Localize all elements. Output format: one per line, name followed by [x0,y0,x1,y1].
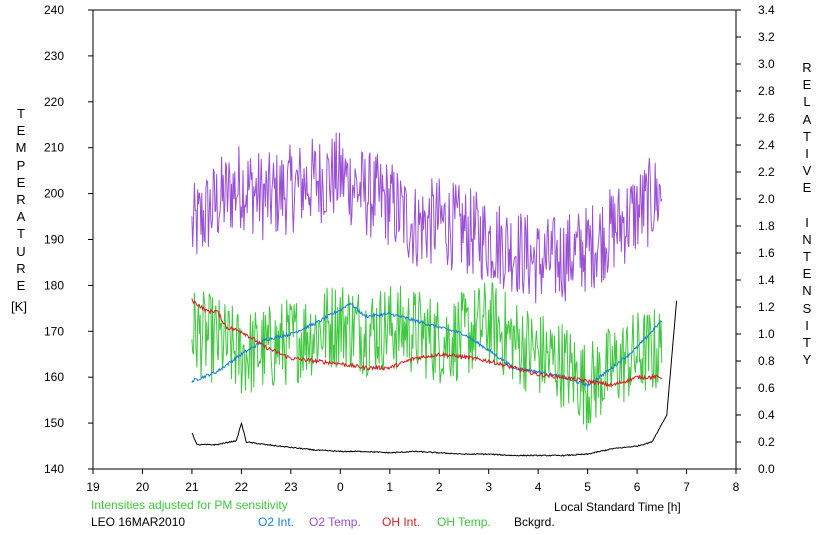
label-letter: N [802,231,812,247]
label-letter: T [17,226,25,242]
label-letter: P [16,157,26,173]
oh-int-series [191,298,663,388]
label-letter: N [802,283,812,299]
label-letter: I [805,146,809,162]
label-letter: R [802,60,812,75]
label-letter: E [802,77,812,93]
label-letter: A [802,111,812,127]
y-right-tick-label: 0.6 [758,381,775,395]
x-tick-label: 19 [86,480,100,494]
station-date: LEO 16MAR2010 [91,515,186,529]
y-right-tick-label: 2.2 [758,165,775,179]
y-right-tick-label: 3.2 [758,30,775,44]
legend-item: O2 Temp. [309,515,361,529]
x-tick-label: 5 [584,480,591,494]
x-tick-label: 6 [634,480,641,494]
x-tick-label: 7 [683,480,690,494]
label-letter: T [803,128,811,144]
y-left-tick-label: 150 [44,416,64,430]
y-left-tick-label: 220 [44,95,64,109]
label-letter: U [16,243,26,259]
x-tick-label: 8 [733,480,740,494]
y-right-tick-label: 2.0 [758,192,775,206]
label-letter: T [803,335,811,351]
y-right-tick-label: 1.0 [758,327,775,341]
x-tick-label: 20 [136,480,150,494]
x-tick-label: 0 [337,480,344,494]
axes: 1401501601701801902002102202302400.00.20… [44,3,775,494]
label-letter: S [802,300,812,316]
y-right-tick-label: 1.8 [758,219,775,233]
y-right-tick-label: 0.8 [758,354,775,368]
legend-item: OH Int. [382,515,421,529]
y-left-tick-label: 240 [44,3,64,17]
x-tick-label: 1 [386,480,393,494]
label-letter: A [16,209,26,225]
legend-item: O2 Int. [258,515,295,529]
label-letter: R [16,192,26,208]
x-tick-label: 22 [235,480,249,494]
label-letter: I [805,214,809,230]
y-right-tick-label: 3.0 [758,57,775,71]
label-letter: E [802,180,812,196]
legend-item: Bckgrd. [514,515,555,529]
label-letter: E [16,278,26,294]
label-letter: I [805,317,809,333]
x-tick-label: 2 [436,480,443,494]
x-axis-label: Local Standard Time [h] [554,500,681,514]
label-letter: T [803,249,811,265]
y-right-tick-label: 1.4 [758,273,775,287]
y-right-tick-label: 2.6 [758,111,775,125]
y-right-tick-label: 1.2 [758,300,775,314]
y-left-tick-label: 230 [44,49,64,63]
oh-temp-series [191,282,663,431]
y-left-tick-label: 200 [44,187,64,201]
y-right-tick-label: 0.2 [758,435,775,449]
y-right-tick-label: 0.4 [758,408,775,422]
plot-area [191,132,678,457]
label-letter: Y [802,352,812,368]
label-letter: L [803,94,811,110]
y-right-tick-label: 2.4 [758,138,775,152]
label-letter: R [16,260,26,276]
plot-frame [92,9,737,470]
y-left-tick-label: 170 [44,324,64,338]
label-letter: T [17,106,25,121]
y-left-tick-label: 160 [44,370,64,384]
o2-int-series [191,302,662,389]
label-letter: E [16,174,26,190]
label-letter: V [802,163,812,179]
y-left-tick-label: 210 [44,141,64,155]
y-right-tick-label: 0.0 [758,462,775,476]
y-right-tick-label: 1.6 [758,246,775,260]
label-letter: E [802,266,812,282]
y-right-tick-label: 2.8 [758,84,775,98]
x-tick-label: 21 [185,480,199,494]
y-left-tick-label: 180 [44,278,64,292]
label-letter: M [15,140,27,156]
sensitivity-note: Intensities adjusted for PM sensitivity [91,498,288,512]
y-left-unit: [K] [11,299,27,314]
x-tick-label: 23 [284,480,298,494]
y-left-tick-label: 140 [44,462,64,476]
bckgrd-series [191,300,678,457]
label-letter: E [16,123,26,139]
label-gap [797,197,817,214]
x-tick-label: 4 [535,480,542,494]
o2-temp-series [191,132,663,304]
x-tick-label: 3 [485,480,492,494]
legend-item: OH Temp. [437,515,491,529]
y-right-tick-label: 3.4 [758,3,775,17]
y-left-tick-label: 190 [44,233,64,247]
